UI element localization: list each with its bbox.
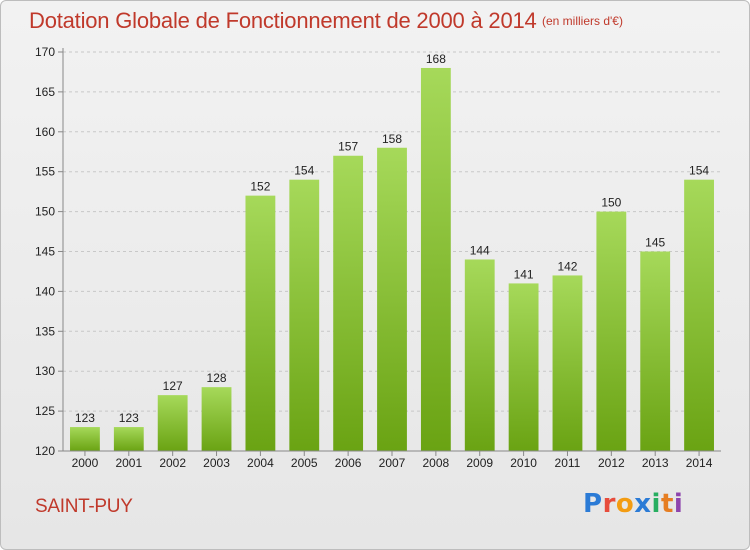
bar-2005[interactable] bbox=[289, 179, 320, 451]
y-tick-label: 140 bbox=[35, 284, 55, 298]
x-tick-label-2011: 2011 bbox=[555, 456, 581, 470]
y-tick-label: 125 bbox=[35, 404, 55, 418]
data-label-2010: 141 bbox=[514, 267, 534, 281]
bar-2000[interactable] bbox=[70, 427, 100, 451]
y-tick-label: 170 bbox=[35, 45, 55, 59]
data-label-2014: 154 bbox=[689, 164, 709, 178]
x-tick-label-2013: 2013 bbox=[642, 456, 669, 470]
y-tick-label: 145 bbox=[35, 245, 55, 259]
x-tick-label-2012: 2012 bbox=[598, 456, 625, 470]
data-label-2002: 127 bbox=[163, 379, 183, 393]
bar-2014[interactable] bbox=[684, 179, 714, 451]
x-tick-label-2000: 2000 bbox=[72, 456, 99, 470]
bar-2002[interactable] bbox=[157, 395, 188, 451]
data-label-2011: 142 bbox=[557, 259, 577, 273]
proxiti-logo[interactable]: Proxiti bbox=[583, 489, 684, 519]
x-tick-label-2002: 2002 bbox=[159, 456, 186, 470]
chart-subtitle: (en milliers d'€) bbox=[542, 14, 623, 28]
x-tick-label-2003: 2003 bbox=[203, 456, 230, 470]
bar-2001[interactable] bbox=[113, 427, 144, 451]
axes: 120 125 130 135 140 145 150 155 160 165 170 2000 200… bbox=[35, 45, 721, 470]
data-label-2000: 123 bbox=[75, 411, 95, 425]
commune-name: SAINT-PUY bbox=[35, 496, 133, 517]
x-tick-label-2008: 2008 bbox=[423, 456, 450, 470]
y-tick-label: 155 bbox=[35, 165, 55, 179]
x-tick-label-2007: 2007 bbox=[379, 456, 406, 470]
data-label-2001: 123 bbox=[119, 411, 139, 425]
bar-2011[interactable] bbox=[552, 275, 583, 451]
data-label-2007: 158 bbox=[382, 132, 402, 146]
x-tick-label-2004: 2004 bbox=[247, 456, 274, 470]
bar-2012[interactable] bbox=[596, 211, 627, 451]
bar-2009[interactable] bbox=[464, 259, 495, 451]
data-label-2008: 168 bbox=[426, 52, 446, 66]
x-tick-label-2014: 2014 bbox=[686, 456, 713, 470]
y-tick-label: 130 bbox=[35, 364, 55, 378]
data-label-2004: 152 bbox=[250, 180, 270, 194]
data-label-2005: 154 bbox=[294, 164, 314, 178]
x-tick-label-2010: 2010 bbox=[510, 456, 537, 470]
x-tick-label-2005: 2005 bbox=[291, 456, 318, 470]
data-label-2009: 144 bbox=[470, 243, 490, 257]
y-tick-label: 120 bbox=[35, 444, 55, 458]
bar-2008[interactable] bbox=[420, 67, 451, 452]
bar-2004[interactable] bbox=[245, 195, 276, 451]
y-tick-label: 135 bbox=[35, 324, 55, 338]
bars: 123 123 127 128 152 154 157 158 168 144 141 142 150 1… bbox=[70, 52, 714, 452]
data-label-2012: 150 bbox=[601, 196, 621, 210]
bar-2010[interactable] bbox=[508, 283, 539, 451]
chart-title: Dotation Globale de Fonctionnement de 20… bbox=[29, 8, 537, 33]
y-tick-label: 150 bbox=[35, 205, 55, 219]
y-tick-label: 165 bbox=[35, 85, 55, 99]
y-tick-label: 160 bbox=[35, 125, 55, 139]
bar-2003[interactable] bbox=[201, 387, 232, 451]
x-tick-label-2001: 2001 bbox=[115, 456, 142, 470]
x-tick-label-2006: 2006 bbox=[335, 456, 362, 470]
data-label-2003: 128 bbox=[207, 371, 227, 385]
x-tick-label-2009: 2009 bbox=[466, 456, 493, 470]
bar-2013[interactable] bbox=[640, 251, 671, 452]
data-label-2013: 145 bbox=[645, 236, 665, 250]
data-label-2006: 157 bbox=[338, 140, 358, 154]
bar-2007[interactable] bbox=[377, 147, 407, 451]
bar-2006[interactable] bbox=[333, 155, 364, 452]
